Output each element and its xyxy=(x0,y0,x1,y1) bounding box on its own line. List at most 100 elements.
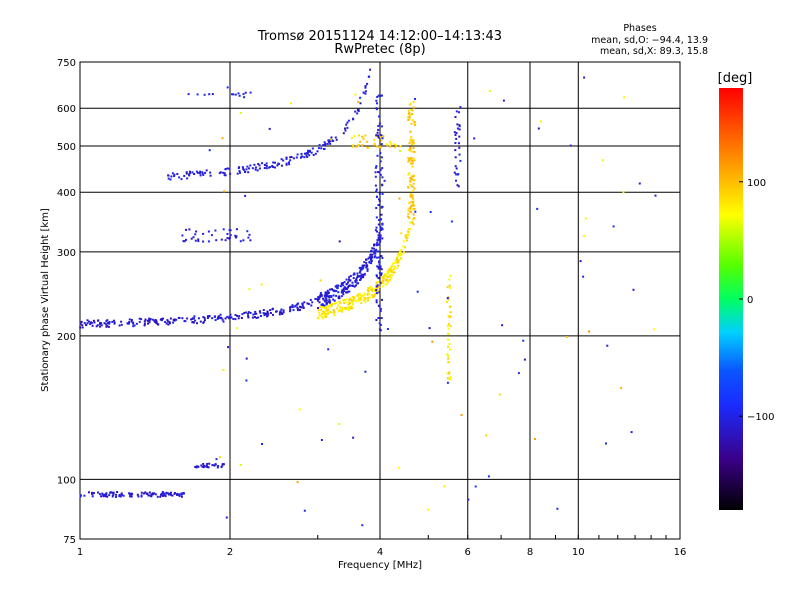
data-point xyxy=(379,240,382,243)
data-point xyxy=(265,162,268,165)
data-point xyxy=(172,319,175,321)
data-point xyxy=(362,274,364,276)
data-point xyxy=(361,144,364,147)
data-point xyxy=(566,336,569,338)
data-point xyxy=(379,229,382,231)
data-point xyxy=(380,125,383,128)
data-point xyxy=(378,271,381,274)
data-point xyxy=(380,213,383,216)
data-point xyxy=(366,82,369,85)
data-point xyxy=(188,228,191,231)
data-point xyxy=(370,258,373,261)
data-point xyxy=(411,196,414,199)
colorbar-tick-label: 0 xyxy=(747,295,753,306)
data-point xyxy=(378,192,381,195)
data-point xyxy=(378,94,381,97)
data-point xyxy=(371,289,374,292)
data-point xyxy=(169,178,172,181)
data-point xyxy=(406,236,409,239)
data-point xyxy=(148,319,151,322)
data-point xyxy=(411,194,414,197)
data-point xyxy=(299,305,301,308)
data-point xyxy=(358,294,361,296)
data-point xyxy=(181,492,184,495)
data-point xyxy=(352,277,355,279)
data-point xyxy=(394,143,397,146)
data-point xyxy=(458,142,460,145)
data-point xyxy=(247,311,250,314)
data-point xyxy=(376,145,379,148)
data-point xyxy=(376,289,379,292)
data-point xyxy=(358,134,360,137)
data-point xyxy=(247,236,250,239)
data-point xyxy=(253,163,256,166)
data-point xyxy=(410,200,413,203)
data-point xyxy=(122,494,125,497)
data-point xyxy=(454,156,457,159)
data-point xyxy=(399,145,402,148)
data-point xyxy=(221,137,224,140)
data-point xyxy=(203,93,206,96)
data-point xyxy=(381,167,384,170)
data-point xyxy=(356,276,359,279)
data-point xyxy=(99,323,102,326)
data-point xyxy=(502,99,505,102)
data-point xyxy=(229,313,232,316)
data-point xyxy=(192,317,195,320)
data-point xyxy=(155,321,158,324)
data-point xyxy=(263,167,266,169)
data-point xyxy=(325,299,328,302)
data-point xyxy=(373,295,375,298)
data-point xyxy=(382,277,385,280)
data-point xyxy=(390,270,393,273)
data-point xyxy=(384,283,387,286)
data-point xyxy=(397,254,399,257)
data-point xyxy=(400,232,403,235)
data-point xyxy=(317,299,319,302)
x-tick-label: 1 xyxy=(77,547,83,558)
data-point xyxy=(408,227,411,230)
data-point xyxy=(341,310,344,313)
data-point xyxy=(354,279,357,282)
data-point xyxy=(355,279,358,282)
data-point xyxy=(347,303,350,306)
data-point xyxy=(379,234,382,237)
data-point xyxy=(409,183,412,186)
data-point xyxy=(389,140,392,143)
data-point xyxy=(379,267,382,270)
data-point xyxy=(373,289,376,292)
data-point xyxy=(375,248,378,251)
data-point xyxy=(222,369,225,371)
data-point xyxy=(411,204,414,207)
data-point xyxy=(236,172,239,175)
data-point xyxy=(351,307,354,310)
data-point xyxy=(446,353,449,356)
data-point xyxy=(289,305,292,308)
data-point xyxy=(374,166,377,169)
data-point xyxy=(172,321,175,324)
data-point xyxy=(305,152,308,155)
data-point xyxy=(229,229,232,232)
data-point xyxy=(364,370,367,373)
data-point xyxy=(188,174,191,177)
data-point xyxy=(229,236,231,239)
data-point xyxy=(150,493,153,496)
data-point xyxy=(161,319,163,322)
data-point xyxy=(380,134,383,137)
data-point xyxy=(374,293,377,296)
data-point xyxy=(239,111,242,114)
data-point xyxy=(320,315,323,318)
data-point xyxy=(367,289,370,292)
data-point xyxy=(218,172,221,175)
data-point xyxy=(447,332,449,335)
data-point xyxy=(378,322,381,325)
data-point xyxy=(118,324,121,327)
data-point xyxy=(410,210,413,213)
data-point xyxy=(375,256,378,259)
data-point xyxy=(407,233,410,236)
data-point xyxy=(150,494,153,497)
data-point xyxy=(252,313,255,316)
data-point xyxy=(118,495,121,498)
stats-line-x: mean, sd,X: 89.3, 15.8 xyxy=(600,46,708,57)
data-point xyxy=(167,320,170,323)
